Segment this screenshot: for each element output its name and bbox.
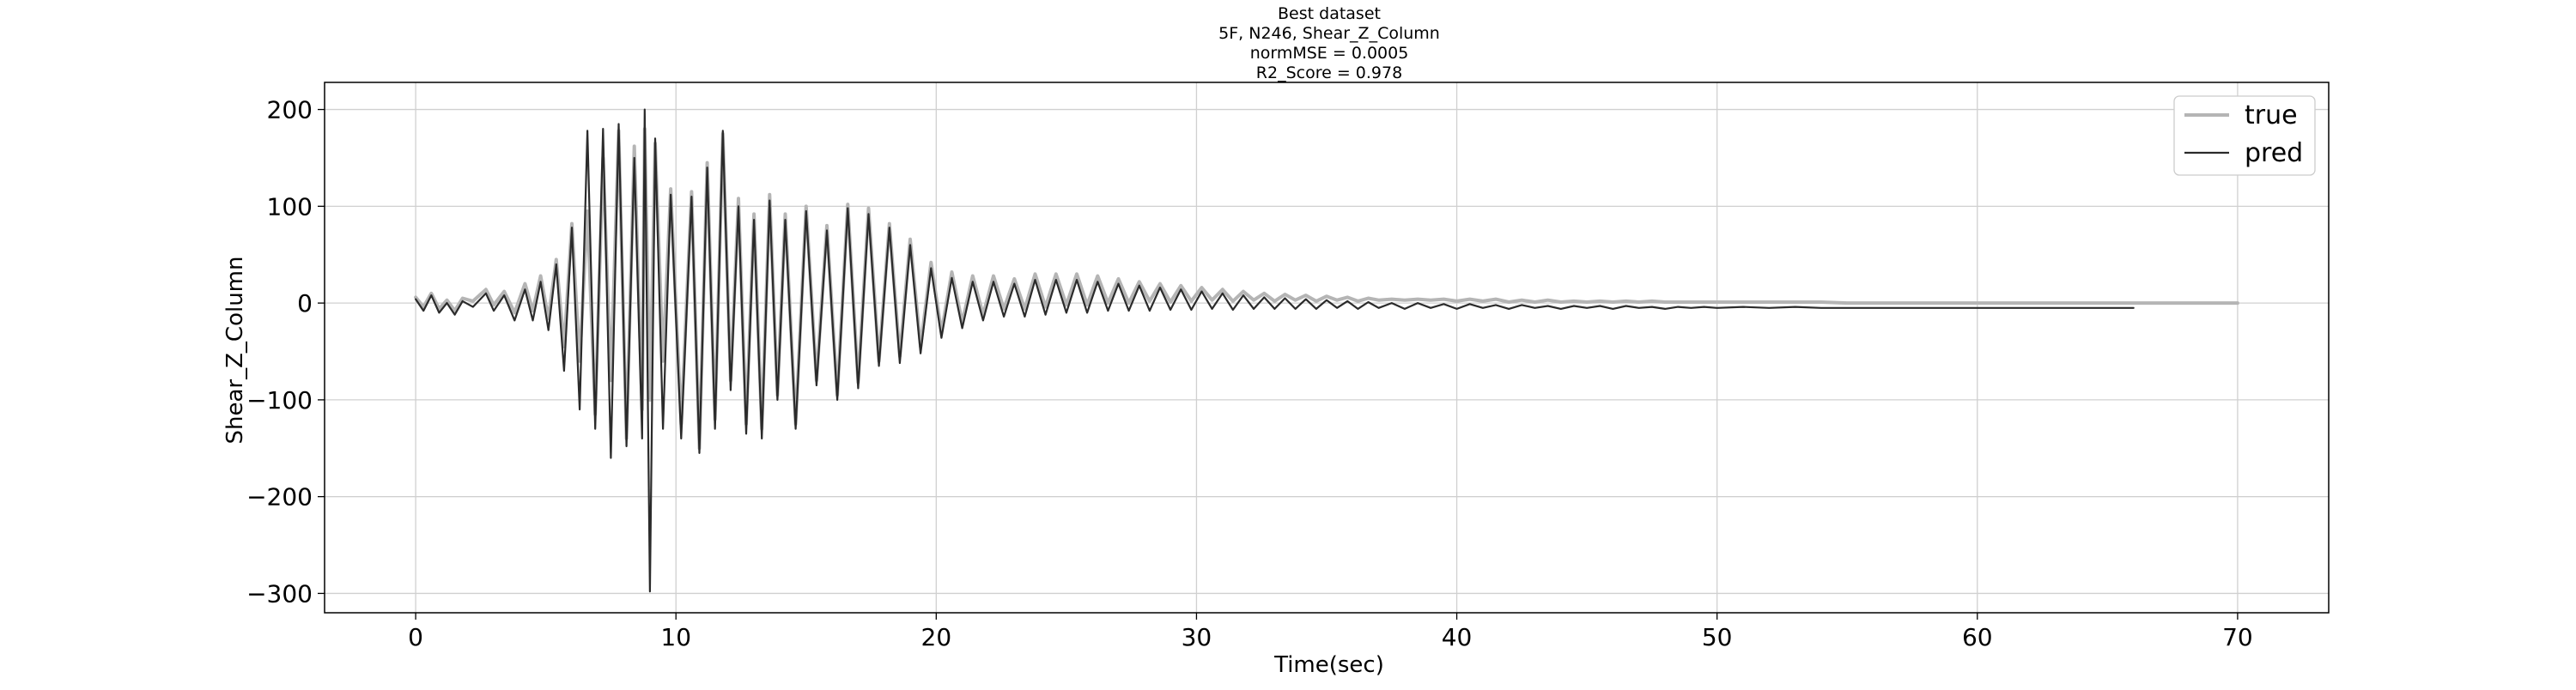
y-tick-label: 100	[267, 192, 313, 221]
x-tick-label: 0	[408, 623, 423, 651]
x-tick-label: 30	[1182, 623, 1212, 651]
x-tick-label: 20	[921, 623, 952, 651]
x-tick-label: 40	[1442, 623, 1473, 651]
title-line: Best dataset	[1278, 4, 1381, 23]
title-line: R2_Score = 0.978	[1256, 64, 1402, 82]
x-tick-label: 50	[1702, 623, 1733, 651]
series-line-pred	[415, 108, 2135, 593]
y-axis-label: Shear_Z_Column	[222, 257, 248, 445]
y-axis-ticks: 200 100 0 −100 −200 −300	[246, 96, 325, 608]
y-tick-label: 200	[267, 96, 313, 124]
y-tick-label: −300	[246, 579, 313, 608]
title-line: normMSE = 0.0005	[1250, 44, 1409, 63]
y-tick-label: 0	[297, 289, 313, 318]
x-tick-label: 70	[2222, 623, 2253, 651]
x-tick-label: 60	[1962, 623, 1993, 651]
y-tick-label: −100	[246, 386, 313, 415]
legend: true pred	[2173, 95, 2316, 176]
plot-area-frame	[324, 82, 2330, 614]
legend-label-pred: pred	[2245, 138, 2303, 168]
series-lines	[414, 108, 2239, 593]
x-axis-ticks: 0 10 20 30 40 50 60 70	[408, 613, 2253, 651]
title-line: 5F, N246, Shear_Z_Column	[1218, 24, 1440, 43]
y-tick-label: −200	[246, 483, 313, 511]
x-tick-label: 10	[660, 623, 691, 651]
grid-lines	[325, 82, 2329, 613]
x-axis-label: Time(sec)	[1273, 652, 1384, 678]
legend-label-true: true	[2245, 100, 2298, 130]
